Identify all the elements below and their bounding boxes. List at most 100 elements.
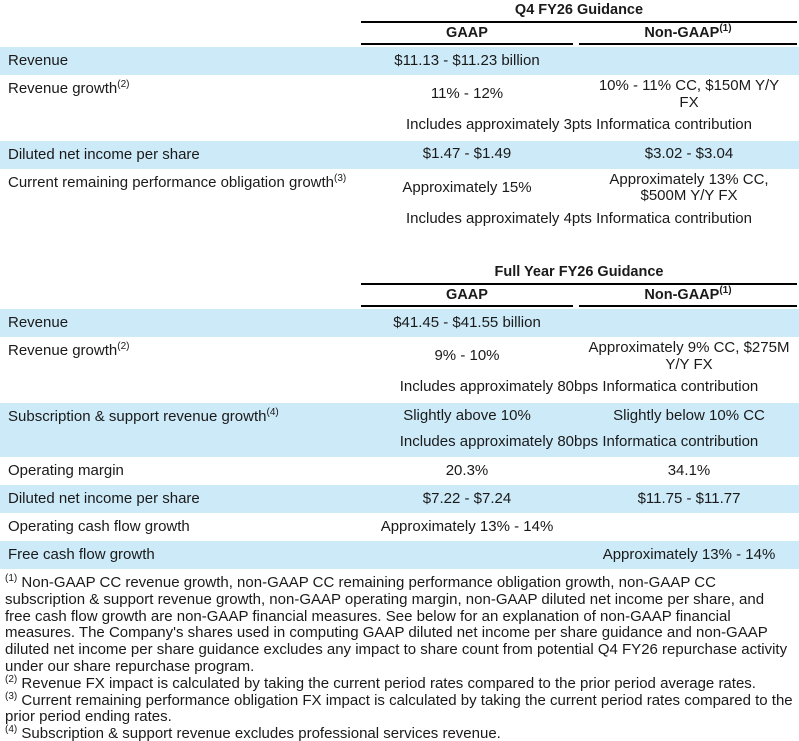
value-line: $41.45 - $41.55 billion bbox=[393, 313, 541, 331]
nongaap-footnote-ref: (1) bbox=[719, 285, 732, 297]
gaap-value: 11% - 12% bbox=[361, 75, 573, 114]
gaap-value: $11.13 - $11.23 billion bbox=[361, 47, 573, 75]
column-rules bbox=[361, 43, 797, 45]
nongaap-value bbox=[579, 47, 799, 75]
row-label-text: Revenue bbox=[8, 314, 69, 331]
row-label-text: Current remaining performance obligation… bbox=[8, 173, 335, 191]
gaap-column-label: GAAP bbox=[446, 287, 488, 303]
table-row: Revenue $11.13 - $11.23 billion bbox=[0, 47, 799, 75]
row-label: Revenue growth(2) bbox=[0, 75, 361, 114]
table-row-line: Diluted net income per share $7.22 - $7.2… bbox=[0, 485, 799, 513]
gaap-column-header: GAAP bbox=[361, 26, 573, 41]
table-row-line: Current remaining performance obligation… bbox=[0, 169, 799, 208]
table-header: Q4 FY26 Guidance GAAP Non-GAAP(1) bbox=[361, 2, 797, 45]
value-line: Approximately 13% - 14% bbox=[380, 517, 554, 535]
value-line: Approximately 13% - 14% bbox=[602, 545, 776, 563]
row-label-text: Diluted net income per share bbox=[8, 490, 200, 507]
footnote-text: Non-GAAP CC revenue growth, non-GAAP CC … bbox=[5, 574, 788, 675]
value-line: 11% - 12% bbox=[430, 85, 504, 103]
table-row-line: Revenue $41.45 - $41.55 billion bbox=[0, 309, 799, 337]
nongaap-column-header: Non-GAAP(1) bbox=[579, 285, 797, 303]
gaap-column-label: GAAP bbox=[446, 25, 488, 41]
table-row: Free cash flow growth Approximately 13% -… bbox=[0, 541, 799, 569]
row-note: Includes approximately 4pts Informatica … bbox=[405, 209, 752, 227]
row-footnote-ref: (2) bbox=[117, 79, 130, 90]
nongaap-value: Approximately 13% - 14% bbox=[579, 541, 799, 569]
row-label: Subscription & support revenue growth(4) bbox=[0, 403, 361, 431]
value-line: $11.75 - $11.77 bbox=[637, 489, 741, 507]
nongaap-rule bbox=[579, 305, 797, 307]
row-label: Free cash flow growth bbox=[0, 541, 361, 569]
value-line: $11.13 - $11.23 billion bbox=[394, 51, 540, 69]
row-note: Includes approximately 80bps Informatica… bbox=[399, 432, 759, 450]
footnote: (4) Subscription & support revenue exclu… bbox=[5, 724, 793, 741]
nongaap-value: 34.1% bbox=[579, 457, 799, 485]
value-line: $1.47 - $1.49 bbox=[422, 145, 512, 163]
table-row-line: Operating margin 20.3% 34.1% bbox=[0, 457, 799, 485]
table-body: Revenue $41.45 - $41.55 billion Revenue gr… bbox=[0, 309, 799, 569]
value-line: 20.3% bbox=[445, 461, 489, 479]
value-line: Approximately 9% CC, $275M bbox=[588, 339, 790, 356]
table-row: Operating cash flow growth Approximately … bbox=[0, 513, 799, 541]
value-line: FX bbox=[679, 93, 699, 111]
value-line: 9% - 10% bbox=[434, 347, 500, 365]
nongaap-column-label: Non-GAAP bbox=[644, 287, 720, 303]
gaap-column-header: GAAP bbox=[361, 288, 573, 303]
footnote-text: Revenue FX impact is calculated by takin… bbox=[17, 674, 756, 692]
value-line: Approximately 15% bbox=[402, 178, 532, 196]
q4-fy26-guidance-table: Q4 FY26 Guidance GAAP Non-GAAP(1) Revenu… bbox=[0, 2, 799, 234]
footnote: (3) Current remaining performance obliga… bbox=[5, 690, 793, 727]
footnote: (1) Non-GAAP CC revenue growth, non-GAAP… bbox=[5, 573, 793, 676]
table-row-line: Operating cash flow growth Approximately … bbox=[0, 513, 799, 541]
header-rule bbox=[361, 21, 797, 23]
table-row: Revenue $41.45 - $41.55 billion bbox=[0, 309, 799, 337]
row-note: Includes approximately 3pts Informatica … bbox=[405, 116, 752, 133]
column-header-row: GAAP Non-GAAP(1) bbox=[361, 23, 797, 43]
value-line: 10% - 11% CC, $150M Y/Y bbox=[598, 77, 780, 94]
footnote-marker: (1) bbox=[5, 573, 18, 584]
row-label: Operating cash flow growth bbox=[0, 513, 361, 541]
footnote-marker: (4) bbox=[5, 724, 18, 736]
value-line: Y/Y FX bbox=[665, 355, 713, 373]
table-row-line: Diluted net income per share $1.47 - $1.4… bbox=[0, 141, 799, 169]
nongaap-value: $11.75 - $11.77 bbox=[579, 485, 799, 513]
value-line: $3.02 - $3.04 bbox=[644, 145, 734, 163]
value-line: Approximately 13% CC, bbox=[609, 170, 769, 188]
table-row-line: Revenue growth(2) 11% - 12% 10% - 11% CC, … bbox=[0, 75, 799, 114]
row-label-text: Revenue bbox=[8, 52, 69, 69]
row-label: Current remaining performance obligation… bbox=[0, 169, 361, 208]
footnote-marker: (2) bbox=[5, 673, 18, 685]
gaap-value: 9% - 10% bbox=[361, 337, 573, 376]
gaap-value: $7.22 - $7.24 bbox=[361, 485, 573, 513]
gaap-rule bbox=[361, 43, 573, 45]
table-header: Full Year FY26 Guidance GAAP Non-GAAP(1) bbox=[361, 264, 797, 307]
value-line: $500M Y/Y FX bbox=[640, 187, 738, 204]
full-year-fy26-guidance-table: Full Year FY26 Guidance GAAP Non-GAAP(1)… bbox=[0, 264, 799, 569]
nongaap-value: $3.02 - $3.04 bbox=[579, 141, 799, 169]
gaap-value: 20.3% bbox=[361, 457, 573, 485]
table-row: Revenue growth(2) 9% - 10% Approximately 9… bbox=[0, 337, 799, 403]
header-rule bbox=[361, 283, 797, 285]
table-body: Revenue $11.13 - $11.23 billion Revenue gr… bbox=[0, 47, 799, 234]
row-label-text: Operating cash flow growth bbox=[8, 518, 190, 535]
nongaap-value: 10% - 11% CC, $150M Y/Y FX bbox=[579, 75, 799, 114]
nongaap-column-header: Non-GAAP(1) bbox=[579, 24, 797, 41]
table-title: Q4 FY26 Guidance bbox=[514, 2, 644, 18]
gaap-value: Approximately 13% - 14% bbox=[361, 513, 573, 541]
table-row: Subscription & support revenue growth(4)… bbox=[0, 402, 799, 457]
table-row: Diluted net income per share $1.47 - $1.4… bbox=[0, 140, 799, 169]
row-footnote-ref: (4) bbox=[266, 406, 279, 418]
footnote: (2) Revenue FX impact is calculated by t… bbox=[5, 673, 793, 693]
value-line: 34.1% bbox=[667, 461, 711, 479]
row-label-text: Diluted net income per share bbox=[8, 145, 200, 163]
row-label-text: Revenue growth bbox=[8, 342, 118, 359]
gaap-value: Slightly above 10% bbox=[361, 403, 573, 431]
row-label-text: Free cash flow growth bbox=[8, 546, 155, 563]
value-line: $7.22 - $7.24 bbox=[422, 489, 512, 507]
nongaap-column-label: Non-GAAP bbox=[644, 25, 720, 41]
nongaap-value bbox=[579, 513, 799, 541]
table-row: Current remaining performance obligation… bbox=[0, 169, 799, 235]
nongaap-value: Slightly below 10% CC bbox=[579, 403, 799, 431]
footnote-marker: (3) bbox=[5, 690, 18, 702]
